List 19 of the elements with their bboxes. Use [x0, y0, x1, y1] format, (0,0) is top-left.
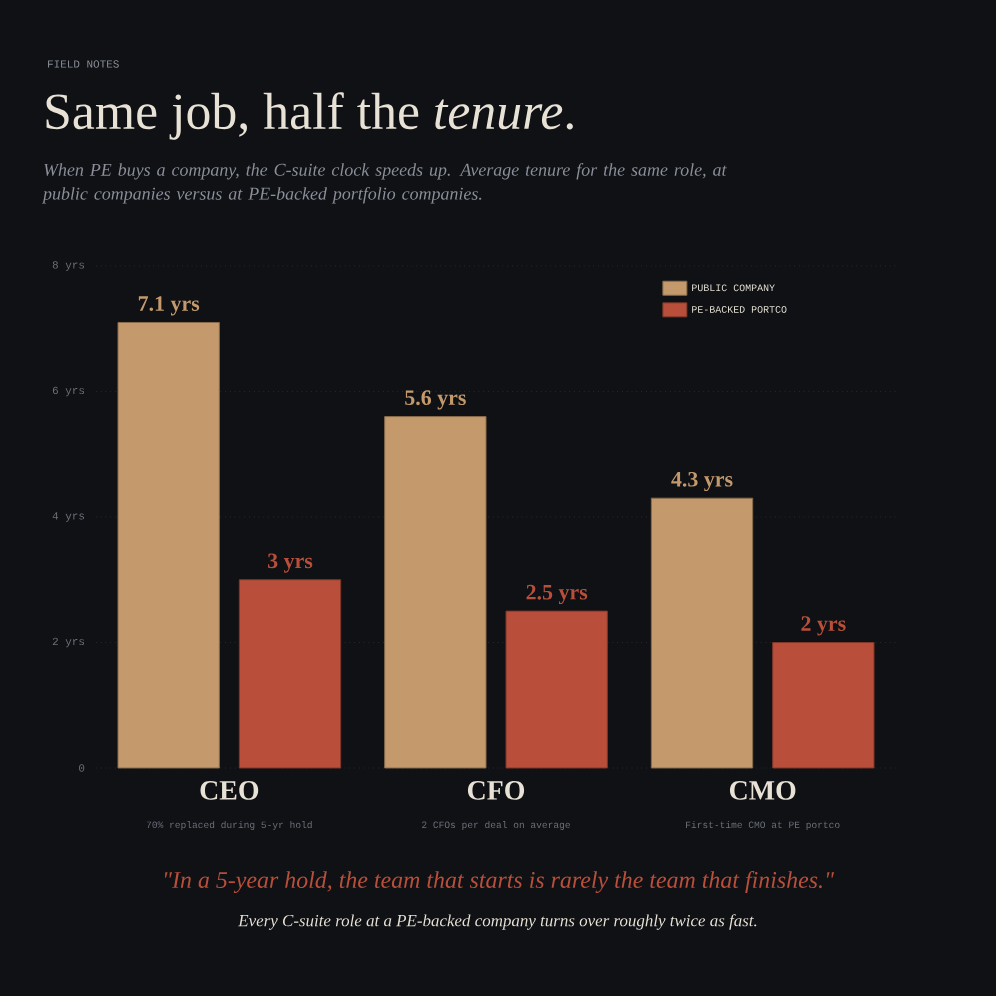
chart-title: Same job, half the tenure. [46, 92, 573, 140]
bar [650, 497, 754, 769]
data-label: 7.1 yrs [138, 296, 200, 316]
bar [505, 610, 608, 769]
bar [238, 579, 342, 769]
data-label: 2.5 yrs [526, 584, 588, 605]
data-label: 4.3 yrs [671, 471, 733, 492]
x-tick-label: CFO [467, 781, 525, 800]
data-label: 2 yrs [801, 616, 846, 636]
text: Every C-suite role at a PE-backed company turns over roughly twice as fast. [238, 914, 757, 930]
chart-subtitle: When PE buys a company, the C-suite clock speeds up. Average tenure for the same role, at public companies versus at PE-backed portfolio companies. [41, 163, 727, 204]
x-tick-label: CEO [200, 781, 259, 800]
bar [384, 416, 487, 769]
x-tick-label: CMO [729, 781, 796, 800]
bar [772, 642, 875, 769]
text: "In a 5-year hold, the team that starts is rarely the team that finishes." [165, 870, 835, 893]
data-label: 5.6 yrs [405, 390, 466, 410]
data-label: 3 yrs [267, 553, 313, 573]
bar [117, 321, 220, 769]
